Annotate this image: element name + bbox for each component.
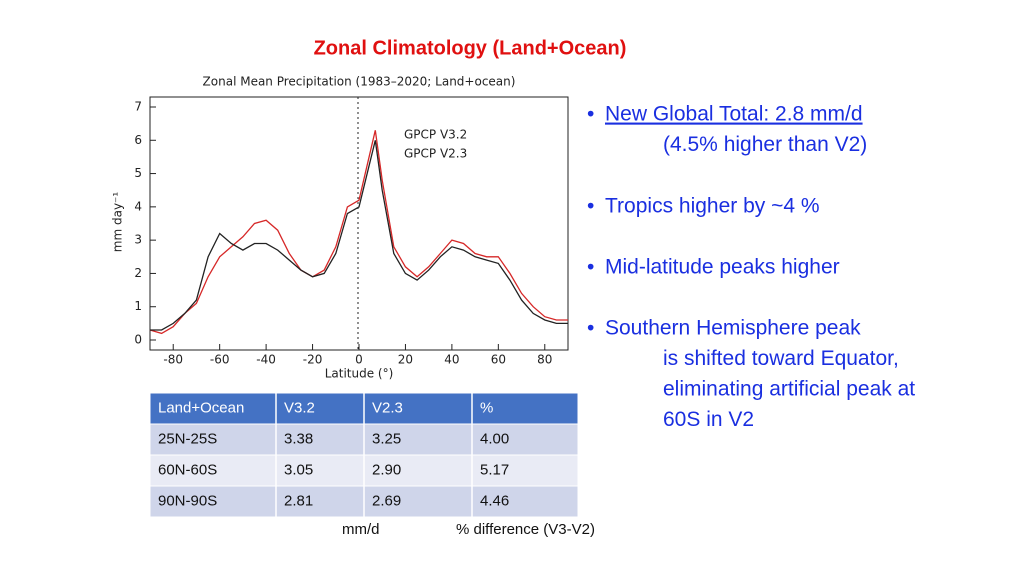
x-tick-label: 0 [355,353,363,367]
legend-label: GPCP V2.3 [404,147,467,161]
bullet-subline: (4.5% higher than V2) [663,133,867,156]
y-tick-label: 7 [134,99,142,113]
chart-title: Zonal Mean Precipitation (1983–2020; Lan… [203,75,516,89]
table-cell: 2.81 [284,492,313,509]
table-header-cell: % [480,399,493,416]
table-header-cell: Land+Ocean [158,399,244,416]
y-tick-label: 4 [134,199,142,213]
table-cell: 2.90 [372,461,401,478]
table-note: % difference (V3-V2) [456,521,595,538]
x-tick-label: 20 [398,353,413,367]
bullet-subline: is shifted toward Equator, [663,347,899,370]
slide-title: Zonal Climatology (Land+Ocean) [314,37,627,59]
table-header-cell: V2.3 [372,399,403,416]
table-note: mm/d [342,521,380,538]
table-cell: 25N-25S [158,430,217,447]
bullet-text: New Global Total: 2.8 mm/d [605,103,863,126]
bullet-text: Tropics higher by ~4 % [605,195,820,218]
y-tick-label: 6 [134,133,142,147]
legend-label: GPCP V3.2 [404,128,467,142]
x-tick-label: 60 [491,353,506,367]
table-header-cell: V3.2 [284,399,315,416]
x-tick-label: -60 [210,353,230,367]
bullet-text: Mid-latitude peaks higher [605,256,840,279]
x-tick-label: -40 [256,353,276,367]
x-tick-label: 80 [537,353,552,367]
data-line [150,140,568,331]
y-axis-label: mm day⁻¹ [111,192,125,253]
bullet-dot: • [587,317,594,340]
table-cell: 4.00 [480,430,509,447]
bullet-dot: • [587,195,594,218]
y-tick-label: 0 [134,333,142,347]
x-tick-label: 40 [444,353,459,367]
data-line [149,130,568,335]
bullet-text: Southern Hemisphere peak [605,317,861,340]
x-tick-label: -20 [303,353,323,367]
y-tick-label: 3 [134,233,142,247]
x-axis-label: Latitude (°) [325,367,394,381]
table-cell: 2.69 [372,492,401,509]
table-cell: 3.38 [284,430,313,447]
y-tick-label: 1 [134,299,142,313]
table-cell: 90N-90S [158,492,217,509]
table-cell: 60N-60S [158,461,217,478]
bullet-subline: eliminating artificial peak at [663,378,915,401]
plot-frame [149,96,569,351]
x-tick-label: -80 [163,353,183,367]
y-tick-label: 2 [134,266,142,280]
table-cell: 4.46 [480,492,509,509]
table-cell: 3.25 [372,430,401,447]
table-cell: 3.05 [284,461,313,478]
y-tick-label: 5 [134,166,142,180]
table-cell: 5.17 [480,461,509,478]
bullet-subline: 60S in V2 [663,408,754,431]
bullet-dot: • [587,256,594,279]
bullet-dot: • [587,103,594,126]
